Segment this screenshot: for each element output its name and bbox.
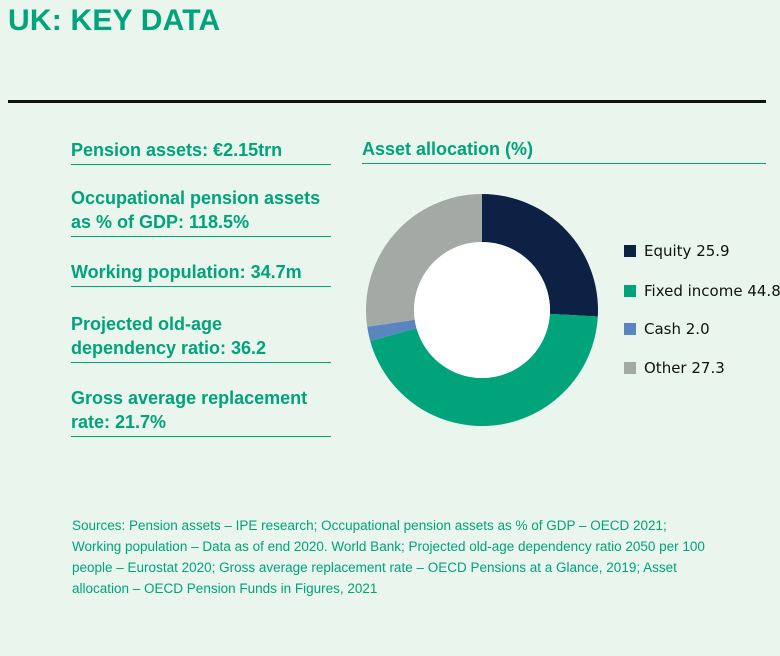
stat-pension-assets: Pension assets: €2.15trn [71,138,331,165]
legend-label-cash: Cash 2.0 [644,320,710,338]
donut-slice-cash [367,319,417,341]
legend-item-equity: Equity 25.9 [624,241,730,261]
legend-swatch-equity [624,245,636,257]
stat-working-population: Working population: 34.7m [71,260,331,287]
sources-footnote: Sources: Pension assets – IPE research; … [72,518,705,596]
title-divider [8,100,766,103]
legend-swatch-fixed-income [624,285,636,297]
chart-title: Asset allocation (%) [362,137,766,164]
page-title: UK: KEY DATA [8,4,221,37]
legend-item-other: Other 27.3 [624,358,725,378]
stat-dependency-ratio: Projected old-age dependency ratio: 36.2 [71,312,331,363]
stat-occupational-assets-gdp: Occupational pension assets as % of GDP:… [71,186,331,237]
legend-item-fixed-income: Fixed income 44.8 [624,281,780,301]
legend-swatch-cash [624,323,636,335]
legend-swatch-other [624,362,636,374]
donut-slice-fixed-income [370,313,598,427]
donut-slice-other [366,194,482,327]
asset-allocation-donut-chart [366,194,598,427]
donut-slice-equity [482,194,598,317]
legend-label-other: Other 27.3 [644,359,725,377]
legend-label-equity: Equity 25.9 [644,242,730,260]
stat-replacement-rate: Gross average replacement rate: 21.7% [71,386,331,437]
donut-center-hole [414,242,550,378]
legend-label-fixed-income: Fixed income 44.8 [644,282,780,300]
legend-item-cash: Cash 2.0 [624,319,710,339]
